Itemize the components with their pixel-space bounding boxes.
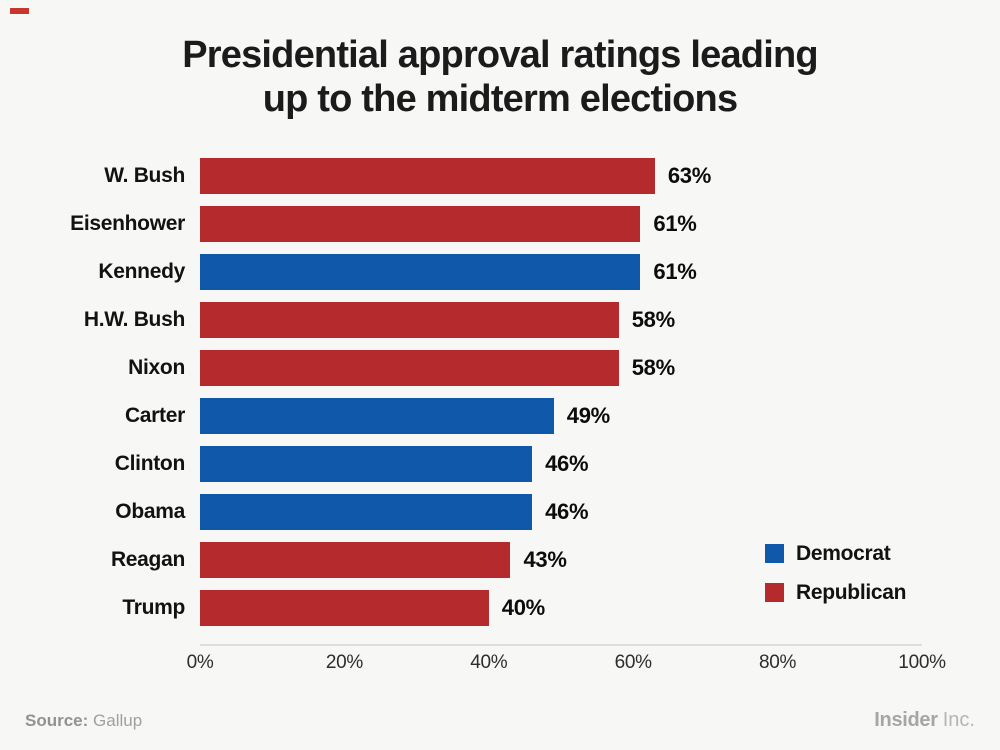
- chart-row: Clinton 46%: [0, 440, 1000, 488]
- category-label: W. Bush: [104, 164, 185, 187]
- bar-track: 63%: [200, 158, 922, 194]
- x-tick-label: 40%: [470, 652, 508, 673]
- bar-track: 43%: [200, 542, 922, 578]
- chart-title-line2: up to the midterm elections: [262, 78, 738, 120]
- category-label: Reagan: [110, 548, 185, 571]
- x-tick-label: 60%: [614, 652, 652, 673]
- category-label: Obama: [115, 500, 185, 523]
- republican-swatch-icon: [765, 583, 784, 602]
- bar-reagan: [200, 542, 511, 578]
- brand-suffix: Inc.: [942, 709, 975, 731]
- value-label: 58%: [631, 355, 675, 380]
- chart-row: H.W. Bush 58%: [0, 296, 1000, 344]
- legend-item-republican: Republican: [765, 580, 906, 605]
- legend-item-democrat: Democrat: [765, 541, 906, 566]
- chart-row: Obama 46%: [0, 488, 1000, 536]
- bar-trump: [200, 590, 489, 626]
- chart-row: Nixon 58%: [0, 344, 1000, 392]
- value-label: 58%: [631, 307, 675, 332]
- value-label: 61%: [653, 259, 697, 284]
- legend: Democrat Republican: [765, 541, 906, 619]
- chart-title: Presidential approval ratings leading up…: [0, 33, 1000, 121]
- brand-logo: Insider Inc.: [874, 709, 975, 732]
- category-label: Clinton: [114, 452, 186, 475]
- value-label: 61%: [653, 211, 697, 236]
- chart-row: Carter 49%: [0, 392, 1000, 440]
- x-axis-line: [200, 644, 922, 646]
- x-axis: 0% 20% 40% 60% 80% 100%: [187, 644, 946, 673]
- value-label: 63%: [667, 163, 711, 188]
- value-label: 46%: [545, 451, 589, 476]
- category-label: Nixon: [128, 356, 185, 379]
- bar-rows: W. Bush 63% Eisenhower 61% Kennedy 61% H.W. Bu…: [0, 152, 1000, 632]
- chart-row: W. Bush 63%: [0, 152, 1000, 200]
- chart-title-line1: Presidential approval ratings leading: [182, 34, 818, 76]
- chart-row: Kennedy 61%: [0, 248, 1000, 296]
- value-label: 49%: [566, 403, 610, 428]
- brand-accent-dash: [10, 8, 29, 14]
- x-tick-label: 20%: [325, 652, 363, 673]
- value-label: 46%: [545, 499, 589, 524]
- chart-row: Reagan 43%: [0, 536, 1000, 584]
- value-label: 43%: [523, 547, 567, 572]
- source-value: Gallup: [93, 711, 143, 730]
- x-tick-label: 100%: [898, 652, 946, 673]
- bar-track: 58%: [200, 350, 922, 386]
- source-attribution: Source: Gallup: [25, 711, 142, 731]
- bar-kennedy: [200, 254, 641, 290]
- legend-label-republican: Republican: [796, 580, 907, 604]
- value-label: 40%: [501, 595, 545, 620]
- chart-row: Trump 40%: [0, 584, 1000, 632]
- category-label: Eisenhower: [70, 212, 185, 235]
- x-tick-label: 80%: [759, 652, 797, 673]
- bar-track: 49%: [200, 398, 922, 434]
- bar-eisenhower: [200, 206, 641, 242]
- legend-label-democrat: Democrat: [796, 541, 891, 565]
- bar-carter: [200, 398, 554, 434]
- bar-track: 46%: [200, 446, 922, 482]
- category-label: Kennedy: [98, 260, 185, 283]
- bar-track: 58%: [200, 302, 922, 338]
- bar-track: 40%: [200, 590, 922, 626]
- bar-h-w-bush: [200, 302, 619, 338]
- bar-w-bush: [200, 158, 655, 194]
- bar-obama: [200, 494, 533, 530]
- source-label: Source:: [25, 711, 89, 730]
- democrat-swatch-icon: [765, 544, 784, 563]
- x-tick-label: 0%: [186, 652, 214, 673]
- bar-nixon: [200, 350, 619, 386]
- category-label: Trump: [122, 596, 185, 619]
- category-label: H.W. Bush: [83, 308, 185, 331]
- brand-name: Insider: [874, 709, 938, 731]
- bar-track: 61%: [200, 206, 922, 242]
- bar-chart: W. Bush 63% Eisenhower 61% Kennedy 61% H.W. Bu…: [0, 152, 1000, 632]
- bar-track: 61%: [200, 254, 922, 290]
- chart-row: Eisenhower 61%: [0, 200, 1000, 248]
- category-label: Carter: [124, 404, 185, 427]
- bar-track: 46%: [200, 494, 922, 530]
- bar-clinton: [200, 446, 533, 482]
